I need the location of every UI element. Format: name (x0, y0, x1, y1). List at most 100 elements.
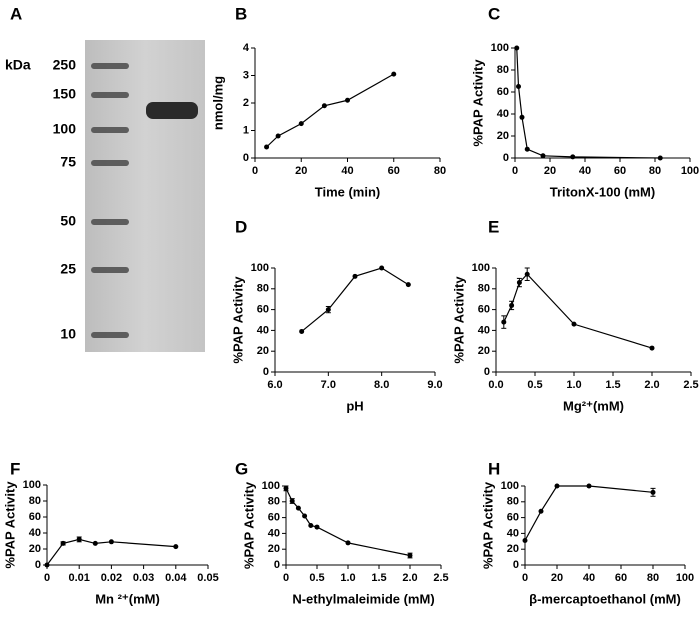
data-point (345, 97, 350, 103)
data-point (519, 114, 525, 120)
x-tick-label: 60 (614, 165, 626, 177)
data-point (524, 271, 530, 277)
protein-band (146, 102, 198, 119)
y-tick-label: 60 (497, 86, 509, 98)
x-axis-label: TritonX-100 (mM) (550, 184, 655, 199)
data-point (522, 538, 528, 544)
x-tick-label: 0 (283, 572, 289, 584)
data-line (516, 47, 661, 159)
x-tick-label: 0.01 (68, 572, 89, 584)
y-tick-label: 60 (29, 511, 41, 523)
x-tick-label: 0 (252, 165, 258, 177)
data-point (657, 155, 663, 161)
data-point (407, 553, 413, 559)
y-tick-label: 20 (478, 345, 490, 357)
x-axis-label: Time (min) (315, 184, 381, 199)
y-tick-label: 3 (243, 69, 249, 81)
x-tick-label: 0.02 (101, 572, 122, 584)
marker-band (91, 219, 129, 225)
panel-label: E (488, 217, 499, 236)
x-tick-label: 0 (512, 165, 518, 177)
data-point (540, 153, 546, 159)
x-tick-label: 1.5 (371, 572, 386, 584)
y-tick-label: 4 (243, 42, 250, 54)
y-tick-label: 20 (29, 543, 41, 555)
x-tick-label: 6.0 (267, 379, 282, 391)
data-point (283, 485, 289, 491)
data-point (299, 328, 305, 334)
data-point (391, 71, 397, 77)
x-tick-label: 0.04 (165, 572, 187, 584)
y-axis-label: %PAP Activity (230, 276, 245, 364)
x-axis-label: Mn ²⁺(mM) (95, 591, 160, 606)
data-point (501, 319, 507, 325)
panel-label: G (235, 459, 248, 478)
data-point (108, 539, 114, 545)
x-tick-label: 2.0 (402, 572, 417, 584)
x-tick-label: 2.5 (683, 379, 698, 391)
x-tick-label: 40 (583, 572, 595, 584)
panel-label: F (10, 459, 20, 478)
data-line (285, 488, 411, 557)
marker-label: 10 (60, 326, 76, 342)
y-tick-label: 100 (472, 262, 490, 274)
data-point (275, 133, 281, 139)
x-tick-label: 80 (434, 165, 446, 177)
panel-label: H (488, 459, 500, 478)
data-point (308, 523, 314, 528)
y-tick-label: 0 (484, 366, 490, 378)
data-point (379, 265, 385, 271)
x-tick-label: 20 (544, 165, 556, 177)
x-tick-label: 60 (615, 572, 627, 584)
y-tick-label: 80 (29, 495, 41, 507)
y-tick-label: 20 (257, 345, 269, 357)
y-axis-label: %PAP Activity (480, 481, 495, 569)
y-tick-label: 80 (497, 64, 509, 76)
data-point (60, 540, 66, 546)
y-tick-label: 80 (257, 283, 269, 295)
y-tick-label: 0 (243, 152, 249, 164)
data-point (586, 483, 592, 489)
marker-label: 50 (60, 213, 76, 229)
data-point (345, 540, 351, 546)
data-point (514, 45, 520, 51)
marker-label: 250 (53, 57, 77, 73)
data-line (266, 73, 395, 148)
y-tick-label: 0 (35, 559, 41, 571)
y-tick-label: 60 (268, 512, 280, 524)
y-tick-label: 100 (262, 480, 280, 492)
y-axis-label: nmol/mg (210, 76, 225, 130)
marker-label: 25 (60, 261, 76, 277)
x-tick-label: 0.03 (133, 572, 154, 584)
data-point (570, 154, 576, 160)
marker-label: 150 (53, 86, 77, 102)
x-axis-label: Mg²⁺(mM) (563, 398, 624, 413)
data-point (92, 540, 98, 546)
data-point (571, 321, 577, 327)
x-tick-label: 20 (295, 165, 307, 177)
x-tick-label: 80 (649, 165, 661, 177)
x-tick-label: 2.0 (644, 379, 659, 391)
data-point (509, 302, 515, 308)
panel-label: D (235, 217, 247, 236)
y-tick-label: 100 (491, 42, 509, 54)
x-axis-label: N-ethylmaleimide (mM) (292, 591, 434, 606)
y-tick-label: 80 (507, 496, 519, 508)
data-point (314, 524, 320, 530)
data-point (173, 544, 179, 550)
y-axis-label: %PAP Activity (451, 276, 466, 364)
y-tick-label: 80 (478, 283, 490, 295)
y-tick-label: 0 (513, 559, 519, 571)
y-tick-label: 40 (29, 527, 41, 539)
y-axis-label: %PAP Activity (2, 481, 17, 569)
marker-band (91, 127, 129, 133)
data-line (524, 485, 654, 541)
y-tick-label: 20 (268, 543, 280, 555)
data-point (302, 513, 308, 519)
y-tick-label: 60 (257, 304, 269, 316)
x-tick-label: 40 (579, 165, 591, 177)
y-tick-label: 40 (268, 527, 280, 539)
data-point (325, 307, 331, 313)
y-tick-label: 1 (243, 124, 249, 136)
y-tick-label: 0 (263, 366, 269, 378)
